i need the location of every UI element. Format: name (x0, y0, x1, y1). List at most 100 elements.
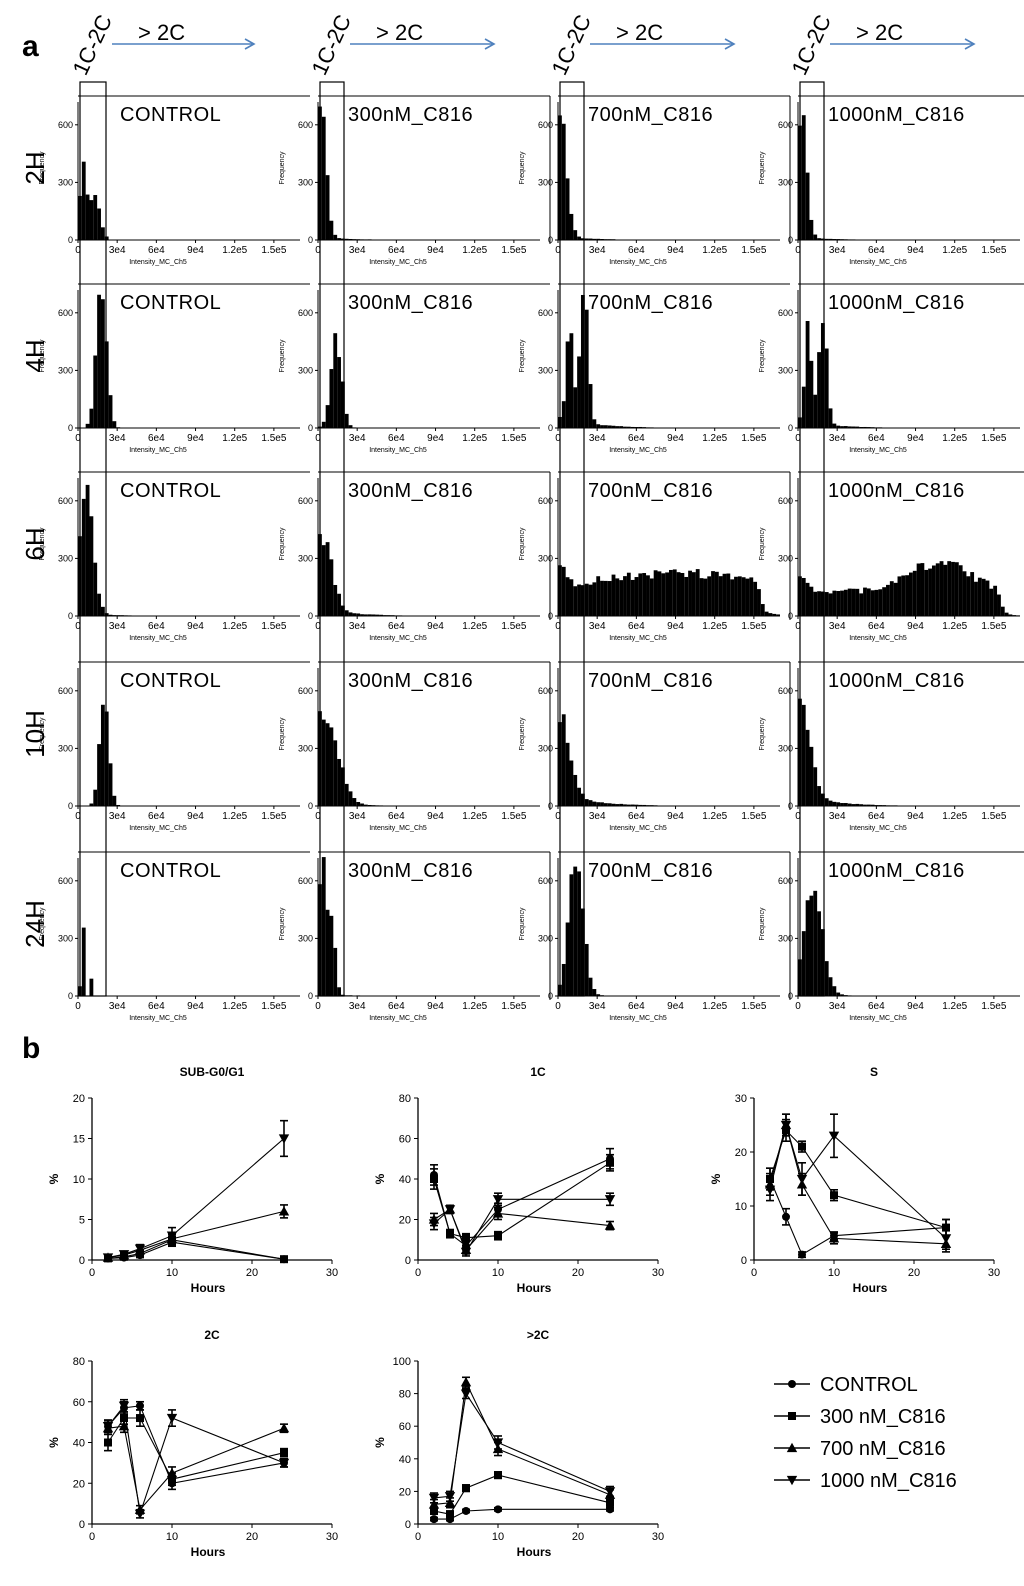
y-tick-label: 600 (538, 686, 553, 696)
histogram-bar (801, 115, 806, 240)
histogram-bar (843, 803, 848, 806)
histogram-bar (836, 425, 841, 428)
histogram-bar (863, 426, 867, 428)
histogram-bar (626, 804, 631, 806)
data-point (494, 1471, 502, 1480)
row-label: 10H (20, 710, 50, 758)
legend-item: CONTROL (774, 1374, 918, 1396)
histogram-bar (665, 572, 669, 616)
x-tick-label: 1.5e5 (501, 621, 526, 632)
histogram-bar (707, 576, 712, 616)
histogram-bar (100, 299, 105, 428)
histogram-bar (745, 578, 750, 616)
histogram-bar (874, 589, 879, 616)
histogram-bar (817, 786, 821, 806)
histogram-bar (577, 584, 581, 616)
histogram-bar (801, 386, 806, 428)
histogram-bar (772, 613, 777, 616)
x-axis-title: Intensity_MC_Ch5 (129, 1015, 187, 1022)
histogram-bar (935, 563, 940, 616)
chart-title: 1C (530, 1065, 546, 1079)
histogram-panel: 0 300 600 0 3e4 6e4 9e4 1.2e5 1.5e5 Intensity_MC_… (39, 471, 310, 642)
histogram-bar (768, 613, 773, 616)
y-tick-label: 600 (58, 496, 73, 506)
y-tick-label: 10 (73, 1174, 85, 1186)
x-tick-label: 1.5e5 (741, 433, 766, 444)
histogram-bar (813, 591, 818, 616)
histogram-bar (112, 421, 117, 428)
y-axis-title: Frequency (759, 151, 766, 185)
histogram-bar (569, 333, 574, 428)
histogram-bar (855, 426, 860, 428)
series-line (769, 1122, 947, 1239)
histogram-panel: 0 300 600 0 3e4 6e4 9e4 1.2e5 1.5e5 Intensity_MC_… (279, 283, 550, 454)
x-axis-title: Hours (191, 1281, 226, 1295)
histogram-bar (828, 408, 833, 428)
histogram-bar (325, 405, 330, 428)
histogram-bar (615, 804, 620, 806)
panel-a-label: a (22, 30, 39, 63)
histogram-bar (1004, 612, 1009, 616)
gate-arrow-label: > 2C (138, 20, 185, 45)
data-point (446, 1229, 454, 1238)
condition-label: 300nM_C816 (348, 670, 473, 692)
x-tick-label: 1.5e5 (261, 245, 286, 256)
x-tick-label: 9e4 (187, 433, 204, 444)
y-tick-label: 300 (778, 553, 793, 563)
histogram-panel: 0 300 600 0 3e4 6e4 9e4 1.2e5 1.5e5 Intensity_MC_… (39, 661, 310, 832)
histogram-bar (824, 348, 829, 428)
data-point (428, 1219, 440, 1229)
histogram-bar (820, 929, 825, 996)
gate-1c-2c (799, 81, 825, 997)
y-tick-label: 600 (298, 496, 313, 506)
data-point (798, 1142, 806, 1151)
gate-arrow-label: > 2C (616, 20, 663, 45)
histogram-bar (634, 577, 639, 616)
data-point (606, 1505, 614, 1514)
histogram-bar (836, 591, 841, 616)
x-axis-title: Intensity_MC_Ch5 (129, 259, 187, 266)
y-tick-label: 60 (399, 1421, 411, 1433)
histogram-bar (611, 574, 616, 616)
histogram-bar (569, 213, 574, 240)
histogram-bar (920, 563, 925, 616)
histogram-bar (569, 579, 574, 616)
y-tick-label: 600 (298, 308, 313, 318)
histogram-panel: 0 300 600 0 3e4 6e4 9e4 1.2e5 1.5e5 Intensity_MC_… (279, 851, 551, 1022)
y-tick-label: 0 (788, 423, 793, 433)
histogram-bar (367, 614, 372, 616)
x-tick-label: 1.5e5 (741, 245, 766, 256)
histogram-bar (588, 584, 593, 616)
y-tick-label: 300 (538, 177, 553, 187)
data-point (460, 1376, 472, 1387)
y-tick-label: 0 (308, 801, 313, 811)
x-axis-title: Intensity_MC_Ch5 (369, 259, 427, 266)
line-chart: >2C 0 20 40 60 80 100 0 10 20 30 Hours% (373, 1328, 664, 1559)
y-tick-label: 0 (405, 1519, 411, 1531)
y-tick-label: 0 (788, 235, 793, 245)
histogram-bar (89, 516, 94, 616)
data-point (492, 1438, 504, 1448)
histogram-bar (104, 711, 109, 806)
x-tick-label: 1.5e5 (501, 1001, 526, 1012)
x-tick-label: 3e4 (589, 621, 606, 632)
histogram-bar (855, 803, 860, 806)
histogram-bar (970, 572, 975, 616)
histogram-bar (85, 423, 90, 428)
condition-label: 300nM_C816 (348, 104, 473, 126)
x-tick-label: 20 (572, 1267, 584, 1279)
histogram-bar (657, 571, 662, 616)
histogram-bar (321, 421, 326, 428)
histogram-bar (813, 234, 818, 240)
data-point (444, 1497, 456, 1507)
histogram-bar (81, 927, 86, 996)
series (104, 1400, 288, 1491)
data-point (278, 1423, 290, 1433)
histogram-panel: 0 300 600 0 3e4 6e4 9e4 1.2e5 1.5e5 Intensity_MC_… (39, 851, 310, 1022)
line-chart: SUB-G0/G1 0 5 10 15 20 0 10 20 30 Hours% (47, 1065, 338, 1295)
histogram-bar (847, 588, 852, 616)
y-tick-label: 300 (58, 743, 73, 753)
condition-label: 700nM_C816 (588, 292, 713, 314)
x-axis-title: Hours (517, 1281, 552, 1295)
x-tick-label: 1.5e5 (741, 811, 766, 822)
